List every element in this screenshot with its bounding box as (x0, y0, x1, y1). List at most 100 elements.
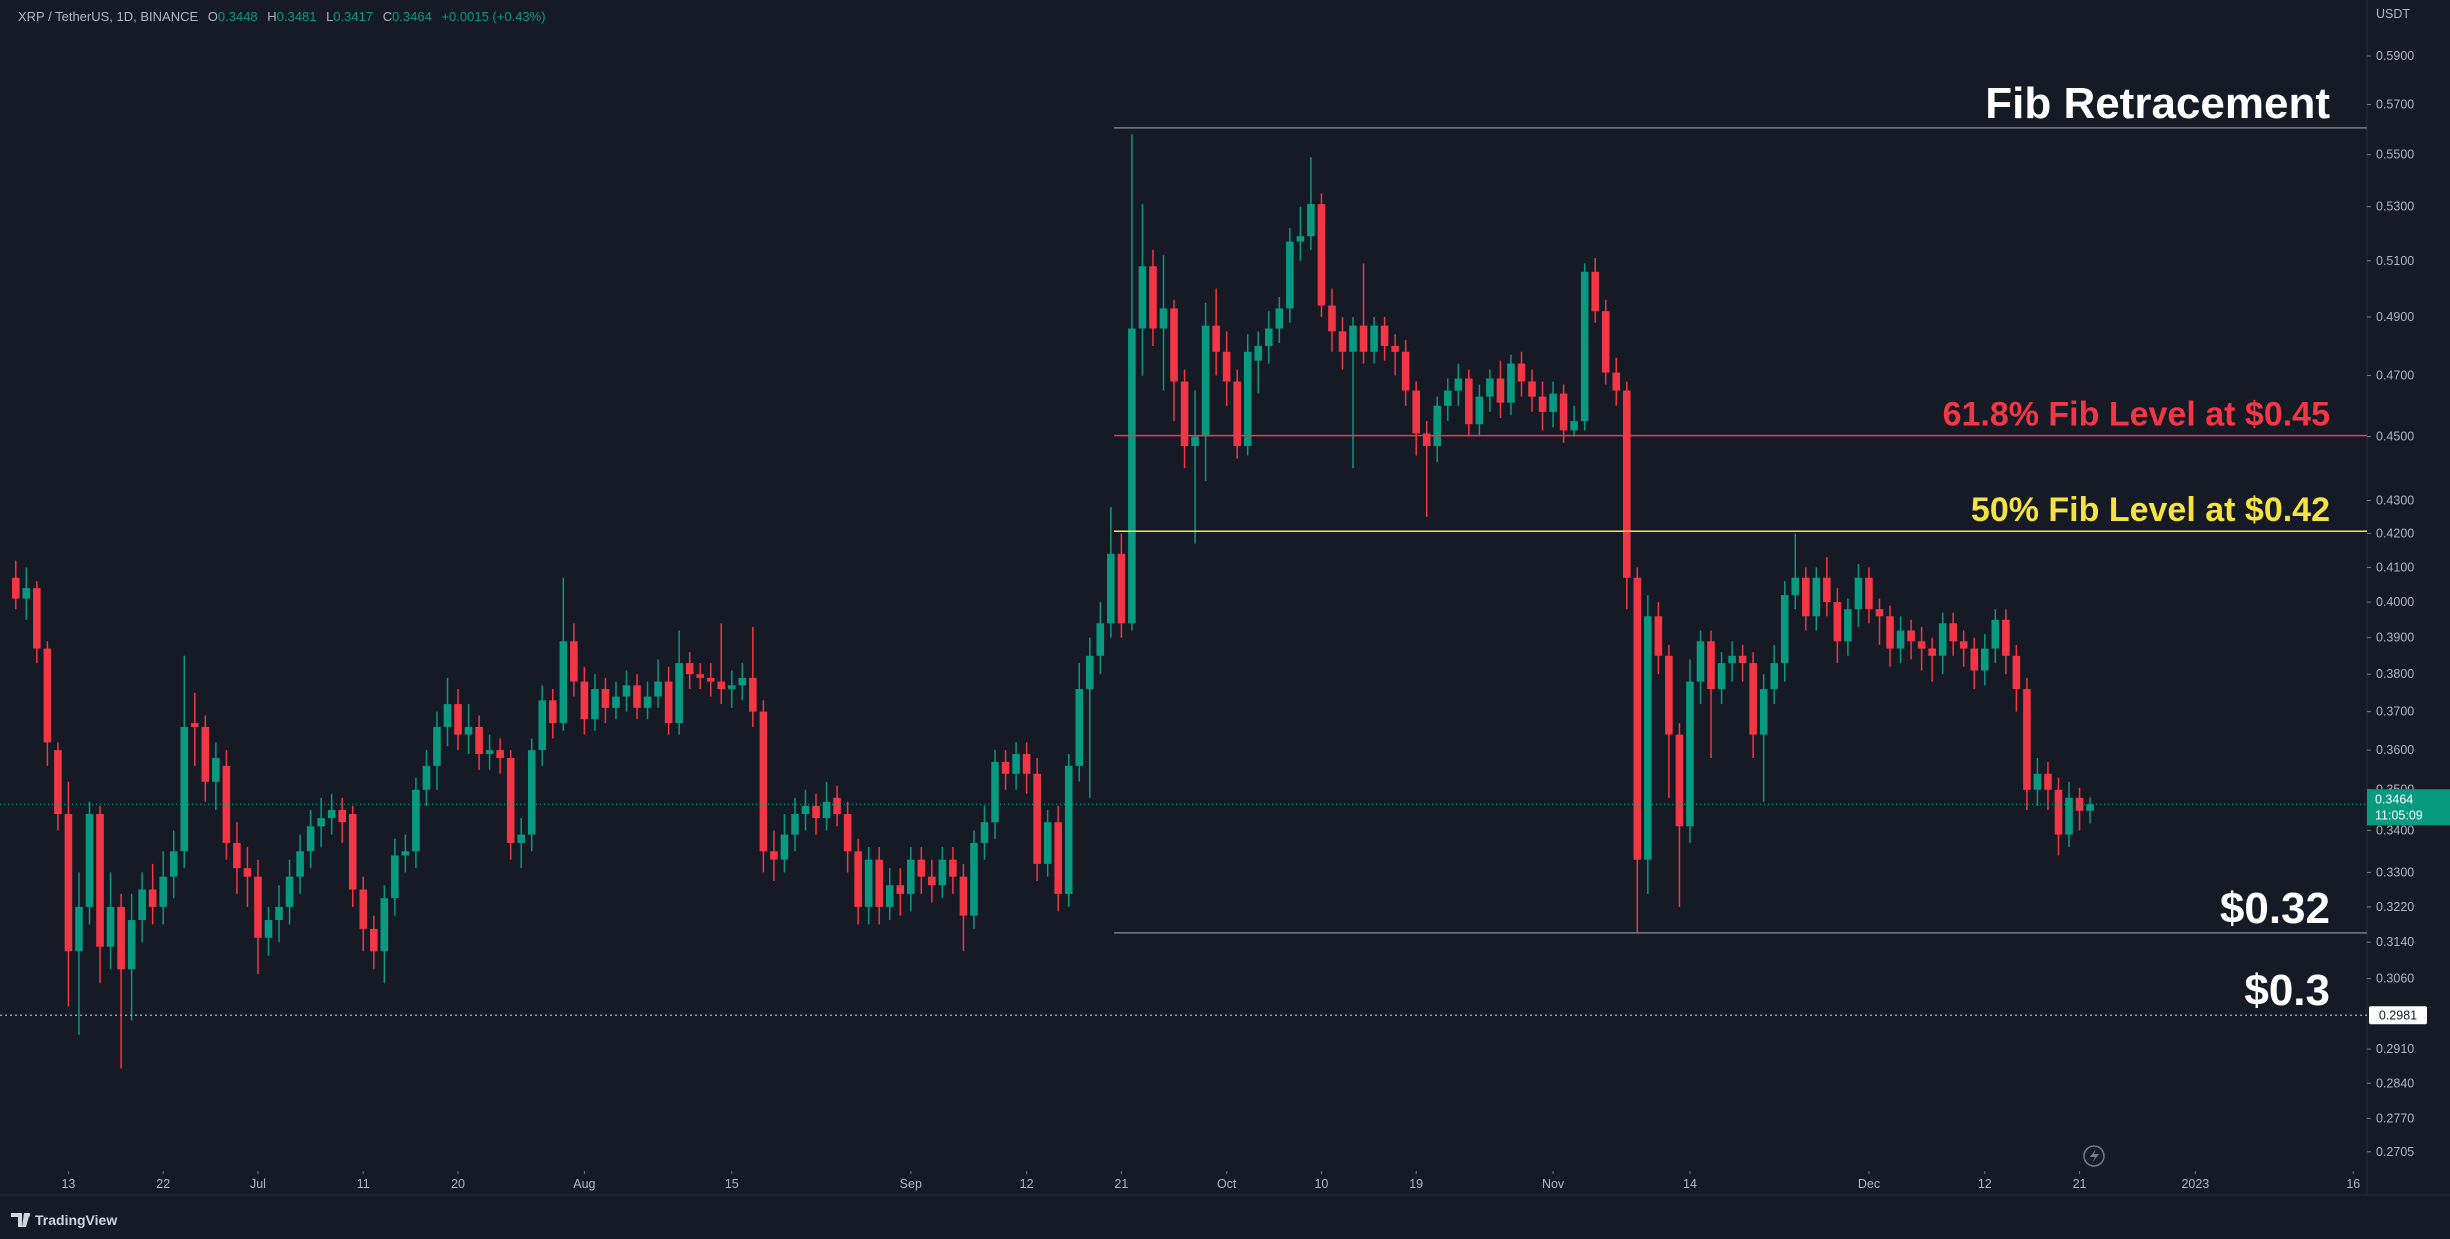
candle-body (275, 906, 283, 921)
candle-body (2012, 655, 2021, 690)
x-tick-label: Nov (1542, 1177, 1565, 1191)
candle-body (1917, 641, 1926, 649)
candle-body (633, 685, 641, 708)
y-tick-label: 0.5900 (2376, 49, 2414, 63)
x-tick-label: 22 (156, 1177, 170, 1191)
ohlc-value: 0.3417 (333, 9, 373, 24)
brand-logo[interactable]: TradingView (11, 1212, 117, 1228)
candle-body (1180, 381, 1189, 447)
candle-body (1928, 648, 1936, 656)
candle-body (1286, 241, 1294, 309)
candle-body (285, 876, 294, 907)
candle-body (696, 674, 704, 678)
x-tick-label: Oct (1217, 1177, 1237, 1191)
candle-body (1486, 378, 1494, 397)
x-tick-label: 12 (1020, 1177, 1034, 1191)
candle-body (212, 757, 220, 782)
current-price-label: 0.3464 (2375, 792, 2413, 806)
candle-body (1107, 553, 1115, 624)
candle-body (1117, 553, 1126, 624)
candle-body (643, 696, 652, 708)
candle-body (1886, 616, 1894, 649)
candle-body (612, 696, 620, 708)
candle-body (1749, 663, 1757, 735)
candle-body (1875, 609, 1884, 617)
candle-body (422, 765, 431, 790)
y-tick-label: 0.4100 (2376, 560, 2414, 574)
candle-body (685, 663, 694, 675)
candle-body (1759, 689, 1768, 735)
level-label: $0.32 (2220, 884, 2330, 933)
candle-body (749, 677, 757, 712)
candle-body (906, 859, 915, 894)
symbol: XRP / TetherUS, 1D, BINANCE (18, 9, 198, 24)
y-tick-label: 0.5700 (2376, 97, 2414, 111)
replay-icon[interactable] (2083, 1145, 2105, 1167)
candle-body (1538, 396, 1547, 412)
ohlc-key: L (326, 9, 333, 24)
candle-body (2065, 797, 2073, 835)
candle-body (54, 750, 62, 815)
candle-body (127, 920, 136, 970)
candle-body (401, 851, 410, 856)
y-tick-label: 0.3060 (2376, 971, 2414, 985)
candle-body (180, 726, 189, 852)
candle-body (1233, 381, 1241, 447)
change: +0.0015 (+0.43%) (441, 9, 545, 24)
candle-body (875, 859, 883, 907)
x-tick-label: 10 (1314, 1177, 1328, 1191)
x-tick-label: Dec (1858, 1177, 1880, 1191)
icon-bolt (2090, 1149, 2099, 1163)
candle-body (1149, 266, 1157, 329)
candle-body (296, 851, 304, 877)
candle-body (254, 876, 262, 938)
y-tick-label: 0.5300 (2376, 200, 2414, 214)
candle-body (159, 876, 167, 907)
icon-circle (2083, 1145, 2105, 1167)
candle-body (1422, 433, 1431, 447)
y-tick-label: 0.3700 (2376, 705, 2414, 719)
candle-body (980, 822, 989, 843)
candle-body (1970, 648, 1979, 671)
candle-body (1907, 630, 1915, 642)
x-tick-label: Sep (900, 1177, 922, 1191)
candle-body (822, 801, 831, 819)
candle-body (549, 700, 557, 724)
level-label: 50% Fib Level at $0.42 (1971, 491, 2330, 529)
candle-body (717, 681, 726, 690)
candle-body (138, 889, 146, 921)
current-price-box (2367, 789, 2450, 826)
candle-body (928, 876, 936, 886)
candle-body (12, 577, 20, 599)
candle-body (1370, 325, 1378, 352)
candle-body (1412, 390, 1420, 434)
y-tick-label: 0.3300 (2376, 865, 2414, 879)
y-tick-label: 0.2770 (2376, 1111, 2414, 1125)
candle-body (1296, 236, 1305, 242)
candle-body (2044, 773, 2052, 790)
candle-body (1612, 372, 1621, 391)
candle-body (243, 868, 252, 877)
candle-body (538, 700, 547, 751)
candle-body (117, 906, 125, 970)
y-tick-label: 0.3600 (2376, 743, 2414, 757)
candle-body (1380, 325, 1389, 346)
x-tick-label: 14 (1683, 1177, 1697, 1191)
candle-body (938, 859, 947, 886)
y-tick-label: 0.2705 (2376, 1145, 2414, 1159)
ohlc-value: 0.3464 (392, 9, 432, 24)
candle-body (412, 789, 420, 852)
price-label-box (2369, 1006, 2427, 1025)
candle-body (570, 641, 578, 682)
candle-body (317, 818, 325, 827)
bar-countdown: 11:05:09 (2375, 808, 2423, 822)
candle-body (1591, 271, 1599, 312)
candle-body (359, 889, 368, 929)
candle-body (1349, 325, 1357, 352)
candle-body (843, 814, 852, 852)
x-tick-label: 11 (357, 1177, 370, 1191)
candle-body (1728, 655, 1736, 664)
candle-body (96, 814, 104, 947)
candle-body (1401, 351, 1410, 391)
candle-body (517, 834, 525, 843)
